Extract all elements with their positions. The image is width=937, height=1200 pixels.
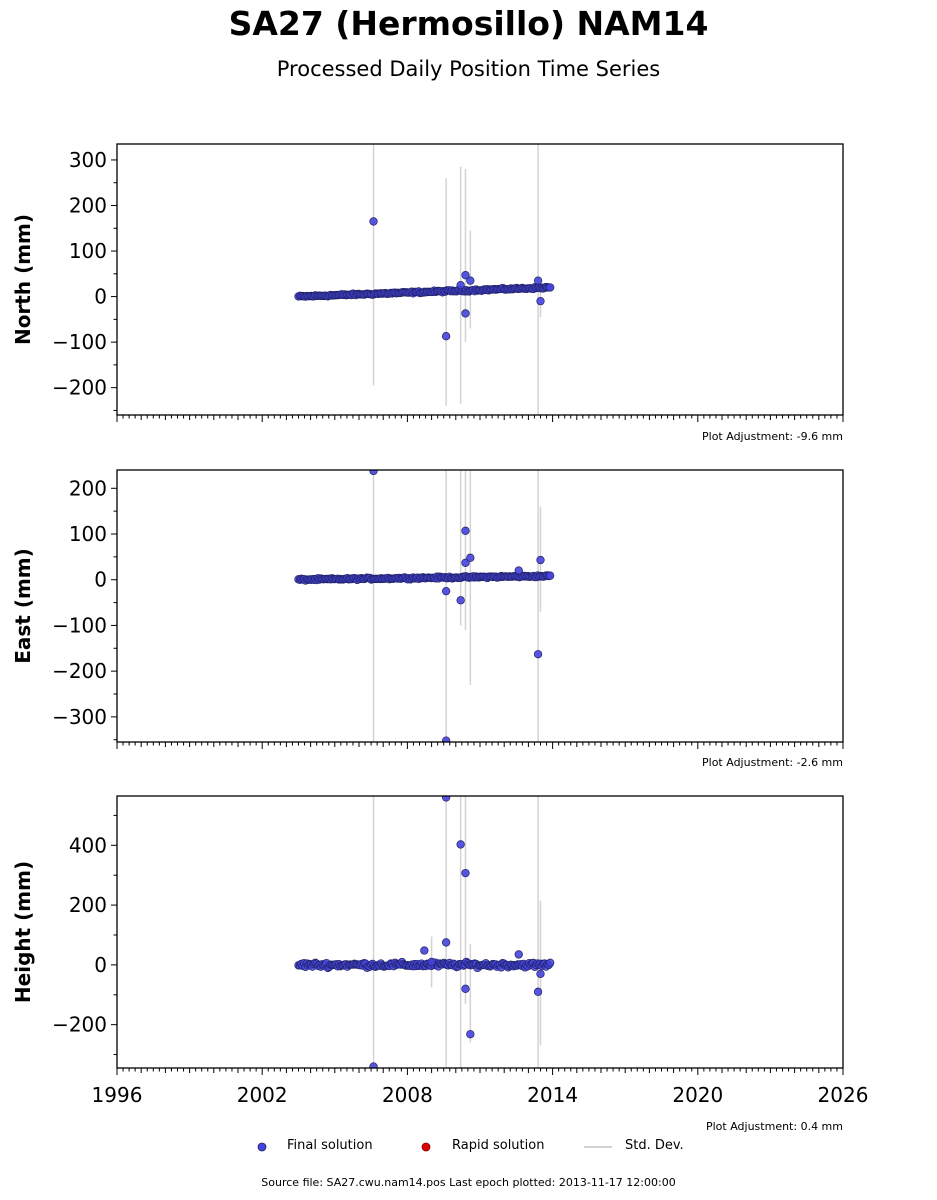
- x-tick-label: 2002: [237, 1083, 288, 1107]
- x-tick-label: 2008: [382, 1083, 433, 1107]
- legend-rapid-marker: [420, 1138, 432, 1162]
- plot-area: [294, 144, 555, 415]
- rapid-marker-dot: [421, 1142, 431, 1152]
- final-marker-dot: [257, 1142, 267, 1152]
- plot-area: [294, 796, 555, 1068]
- y-axis-label: North (mm): [11, 214, 35, 345]
- y-tick-label: −200: [52, 659, 107, 683]
- final-solution-point: [441, 332, 451, 341]
- final-solution-point: [546, 958, 555, 967]
- final-solution-point: [514, 950, 523, 959]
- y-tick-label: −100: [52, 613, 107, 637]
- chart-subtitle: Processed Daily Position Time Series: [276, 57, 661, 81]
- y-tick-label: −200: [52, 1013, 107, 1037]
- y-tick-label: 400: [69, 833, 107, 857]
- y-tick-label: 0: [94, 568, 107, 592]
- final-solution-point: [441, 736, 451, 742]
- final-solution-point: [466, 1030, 475, 1039]
- final-solution-point: [369, 470, 378, 476]
- x-tick-label: 2014: [527, 1083, 578, 1107]
- final-solution-point: [461, 271, 470, 280]
- panel-3: −200 0 200 400 1996 2002 2008 2014 2020 2026 Heigh…: [11, 795, 869, 1133]
- plot-area: [294, 470, 555, 742]
- legend-rapid-label: Rapid solution: [452, 1138, 545, 1153]
- final-solution-point: [420, 946, 429, 955]
- final-solution-point: [514, 566, 523, 575]
- final-solution-point: [461, 309, 470, 318]
- final-solution-point: [546, 571, 555, 580]
- panel-frame: [116, 143, 844, 416]
- final-solution-point: [533, 276, 543, 285]
- panel-1: −200 −100 0 100 200 300 North (mm) Plot Adjustm…: [11, 143, 844, 443]
- final-solution-point: [546, 283, 555, 292]
- plot-adjustment-note: Plot Adjustment: 0.4 mm: [706, 1120, 843, 1133]
- legend: Final solution Rapid solution Std. Dev.: [0, 1138, 937, 1158]
- final-solution-point: [461, 868, 470, 878]
- final-solution-point: [369, 217, 378, 226]
- legend-std-marker: [584, 1138, 614, 1162]
- panel-2: −300 −200 −100 0 100 200 East (mm) Plot Adjustm…: [11, 469, 844, 769]
- final-solution-point: [441, 938, 451, 947]
- final-solution-point: [461, 984, 470, 993]
- y-axis-label: East (mm): [11, 548, 35, 664]
- final-solution-point: [533, 650, 543, 659]
- final-solution-point: [461, 526, 470, 535]
- y-tick-label: 200: [69, 476, 107, 500]
- final-solution-point: [456, 281, 465, 290]
- final-solution-point: [427, 957, 436, 967]
- final-solution-point: [533, 987, 543, 996]
- y-tick-label: −200: [52, 376, 107, 400]
- y-tick-label: 0: [94, 953, 107, 977]
- final-solution-point: [536, 969, 545, 978]
- chart-title: SA27 (Hermosillo) NAM14: [228, 4, 709, 43]
- y-tick-label: 200: [69, 893, 107, 917]
- final-solution-point: [456, 596, 465, 605]
- final-solution-point: [536, 555, 545, 565]
- final-solution-point: [466, 276, 475, 285]
- final-solution-point: [441, 586, 451, 596]
- final-solution-point: [369, 1062, 378, 1068]
- panel-frame: [116, 795, 844, 1069]
- y-tick-label: 300: [69, 148, 107, 172]
- legend-final-label: Final solution: [287, 1138, 373, 1153]
- y-tick-label: −300: [52, 705, 107, 729]
- legend-final-marker: [256, 1138, 268, 1162]
- y-axis-label: Height (mm): [11, 861, 35, 1003]
- panel-frame: [116, 469, 844, 743]
- y-tick-label: 200: [69, 193, 107, 217]
- y-tick-label: 100: [69, 522, 107, 546]
- x-tick-label: 2020: [672, 1083, 723, 1107]
- x-tick-label: 2026: [818, 1083, 869, 1107]
- final-solution-point: [441, 796, 451, 802]
- legend-std-label: Std. Dev.: [625, 1138, 684, 1153]
- source-note: Source file: SA27.cwu.nam14.pos Last epo…: [261, 1176, 676, 1189]
- final-solution-point: [466, 553, 475, 562]
- plot-adjustment-note: Plot Adjustment: -9.6 mm: [702, 430, 843, 443]
- final-solution-point: [536, 296, 545, 306]
- final-solution-point: [461, 558, 470, 567]
- plot-adjustment-note: Plot Adjustment: -2.6 mm: [702, 756, 843, 769]
- y-tick-label: −100: [52, 330, 107, 354]
- y-tick-label: 0: [94, 285, 107, 309]
- final-solution-point: [456, 840, 465, 849]
- y-tick-label: 100: [69, 239, 107, 263]
- x-tick-label: 1996: [92, 1083, 143, 1107]
